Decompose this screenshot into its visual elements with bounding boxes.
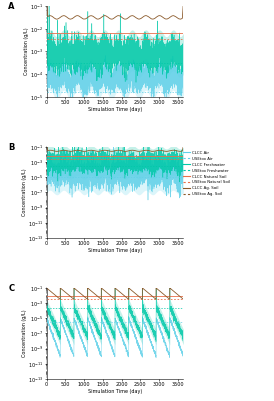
X-axis label: Simulation Time (day): Simulation Time (day) (88, 107, 142, 111)
Y-axis label: Concentration (g/L): Concentration (g/L) (22, 169, 27, 216)
X-axis label: Simulation Time (day): Simulation Time (day) (88, 389, 142, 393)
Text: A: A (8, 2, 15, 11)
Text: C: C (8, 284, 14, 294)
X-axis label: Simulation Time (day): Simulation Time (day) (88, 247, 142, 253)
Text: B: B (8, 144, 15, 152)
Y-axis label: Concentration (g/L): Concentration (g/L) (22, 310, 27, 357)
Legend: CLCC Air, USEtox Air, CLCC Freshwater, USEtox Freshwater, CLCC Natural Soil, USE: CLCC Air, USEtox Air, CLCC Freshwater, U… (183, 151, 230, 196)
Y-axis label: Concentration (g/L): Concentration (g/L) (24, 28, 29, 75)
